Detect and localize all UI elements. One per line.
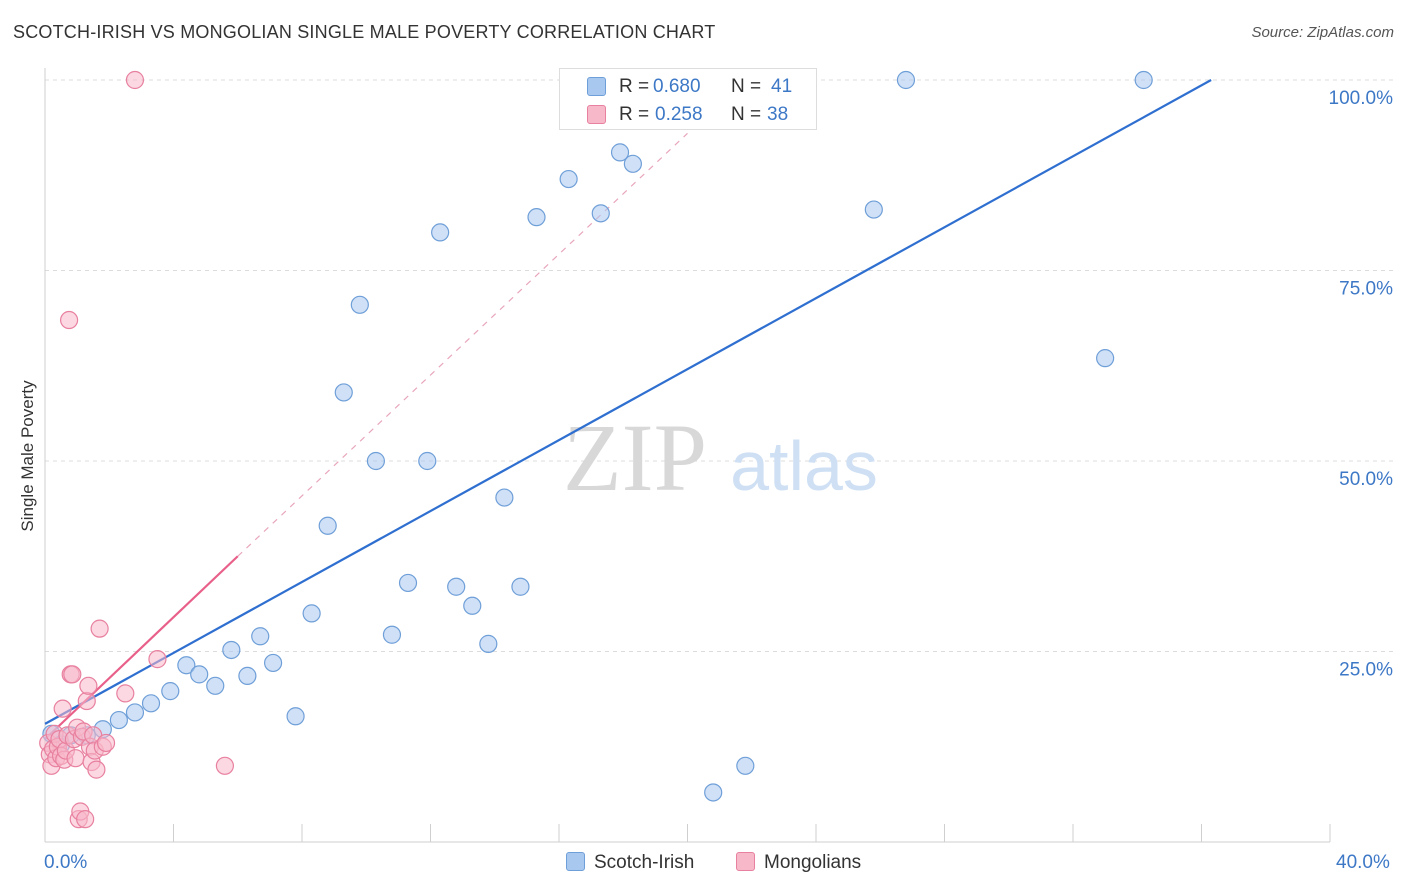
point-scotch-irish [431, 223, 450, 242]
trend-line-scotch-irish [44, 79, 1212, 725]
point-scotch-irish [463, 596, 482, 615]
point-scotch-irish [286, 707, 305, 726]
point-scotch-irish [864, 200, 883, 219]
axes [44, 68, 1331, 843]
x-tick-label-max: 40.0% [1336, 852, 1390, 873]
point-scotch-irish [206, 676, 225, 695]
legend-row-scotch-irish: R = 0.680 N = 41 [560, 74, 816, 100]
bottom-legend-swatch-scotch-irish [566, 852, 585, 871]
point-scotch-irish [610, 143, 630, 162]
point-scotch-irish [1134, 70, 1153, 90]
bottom-legend-mongolians: Mongolians [736, 852, 861, 874]
point-scotch-irish [623, 154, 642, 173]
point-mongolians [116, 684, 135, 703]
legend-n-label: N = [731, 76, 762, 97]
point-mongolians [53, 699, 72, 718]
point-mongolians [125, 70, 145, 90]
point-scotch-irish [334, 383, 353, 402]
point-scotch-irish [141, 694, 161, 713]
x-tick-label-min: 0.0% [44, 852, 88, 873]
point-scotch-irish [479, 634, 498, 653]
legend-n-value: 41 [771, 76, 793, 97]
point-scotch-irish [251, 627, 270, 646]
point-mongolians [76, 810, 95, 829]
legend-swatch-scotch-irish [587, 77, 606, 96]
point-scotch-irish [559, 169, 578, 189]
correlation-legend: R = 0.680 N = 41 R = 0.258 N = 38 [559, 68, 817, 130]
point-mongolians [77, 691, 96, 711]
point-scotch-irish [527, 208, 546, 227]
legend-n-value: 38 [767, 104, 789, 125]
legend-swatch-mongolians [587, 105, 606, 124]
y-tick-label: 75.0% [1339, 279, 1393, 300]
watermark-atlas: atlas [730, 427, 878, 505]
y-tick-label: 50.0% [1339, 469, 1393, 490]
point-mongolians [79, 676, 98, 695]
point-scotch-irish [591, 204, 610, 223]
point-scotch-irish [177, 656, 196, 675]
source-label: Source: ZipAtlas.com [1251, 24, 1394, 41]
legend-r-label: R = [619, 76, 650, 97]
y-tick-label: 100.0% [1329, 88, 1394, 109]
data-points [39, 70, 1153, 829]
point-scotch-irish [736, 756, 755, 775]
point-scotch-irish [238, 666, 257, 685]
legend-n-label: N = [731, 104, 762, 125]
legend-r-value: 0.680 [653, 76, 701, 97]
point-scotch-irish [398, 573, 418, 593]
point-scotch-irish [896, 70, 916, 90]
point-scotch-irish [190, 665, 209, 684]
point-scotch-irish [263, 653, 283, 673]
bottom-legend-swatch-mongolians [736, 852, 755, 871]
point-mongolians [66, 749, 85, 768]
chart-title: SCOTCH-IRISH VS MONGOLIAN SINGLE MALE PO… [13, 22, 716, 42]
point-scotch-irish [447, 577, 466, 596]
point-mongolians [90, 619, 109, 638]
legend-row-mongolians: R = 0.258 N = 38 [560, 102, 816, 128]
point-scotch-irish [366, 451, 385, 471]
legend-r-value: 0.258 [655, 104, 703, 125]
point-mongolians [215, 756, 234, 775]
bottom-legend-scotch-irish: Scotch-Irish [566, 852, 694, 874]
point-mongolians [87, 760, 106, 779]
watermark: ZIP atlas [563, 404, 878, 511]
point-scotch-irish [704, 783, 723, 802]
trend-lines [44, 79, 1212, 740]
point-scotch-irish [161, 682, 180, 701]
legend-r-label: R = [619, 104, 650, 125]
y-tick-labels: 25.0% 50.0% 75.0% 100.0% [1329, 88, 1394, 681]
point-scotch-irish [109, 710, 128, 730]
point-scotch-irish [511, 577, 530, 596]
watermark-zip: ZIP [563, 404, 707, 511]
point-scotch-irish [382, 625, 402, 644]
point-scotch-irish [125, 703, 145, 722]
trend-line-mongolians [44, 555, 239, 740]
bottom-legend-label: Scotch-Irish [594, 852, 695, 873]
point-scotch-irish [1096, 349, 1115, 368]
point-scotch-irish [302, 604, 321, 623]
point-scotch-irish [495, 488, 514, 507]
point-scotch-irish [222, 640, 241, 660]
gridlines [45, 79, 1395, 652]
point-mongolians [59, 310, 79, 330]
point-mongolians [148, 650, 167, 669]
y-tick-label: 25.0% [1339, 660, 1393, 681]
point-scotch-irish [318, 516, 337, 535]
point-mongolians [96, 733, 116, 753]
point-scotch-irish [350, 295, 369, 314]
point-scotch-irish [418, 451, 437, 471]
point-mongolians [63, 665, 82, 684]
bottom-legend-label: Mongolians [764, 852, 862, 873]
